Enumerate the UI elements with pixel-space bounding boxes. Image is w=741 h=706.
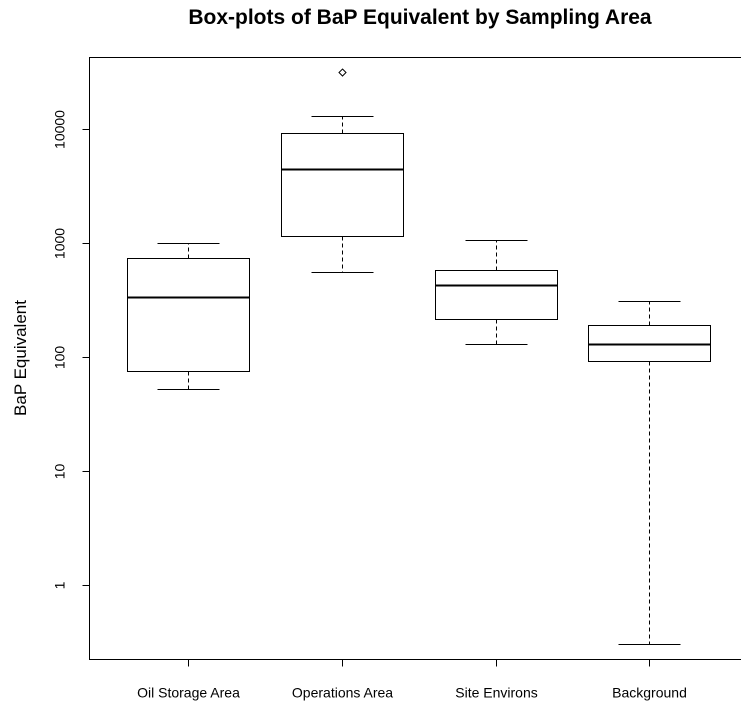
x-tick-label: Oil Storage Area [137, 685, 240, 701]
y-tick-label: 1 [52, 581, 68, 589]
box-group [435, 240, 558, 345]
y-axis: 1 10 100 1000 10000 [52, 110, 90, 589]
box [435, 270, 558, 320]
x-axis: Oil Storage Area Operations Area Site Envi… [137, 659, 687, 701]
x-tick-label: Site Environs [455, 685, 537, 701]
y-axis-title: BaP Equivalent [11, 300, 30, 416]
y-tick-label: 1000 [52, 228, 68, 259]
box-group [127, 243, 250, 390]
x-tick-label: Background [612, 685, 687, 701]
y-tick-label: 10000 [52, 110, 68, 149]
plot-frame [89, 57, 741, 660]
y-tick-label: 10 [52, 464, 68, 480]
box [127, 258, 250, 372]
y-tick-label: 100 [52, 346, 68, 370]
boxes-layer [127, 68, 711, 645]
box-group [281, 68, 404, 273]
outlier-point [338, 68, 347, 77]
x-tick-label: Operations Area [292, 685, 393, 701]
chart-title: Box-plots of BaP Equivalent by Sampling … [188, 6, 652, 29]
box [281, 133, 404, 237]
box-group [588, 301, 711, 645]
